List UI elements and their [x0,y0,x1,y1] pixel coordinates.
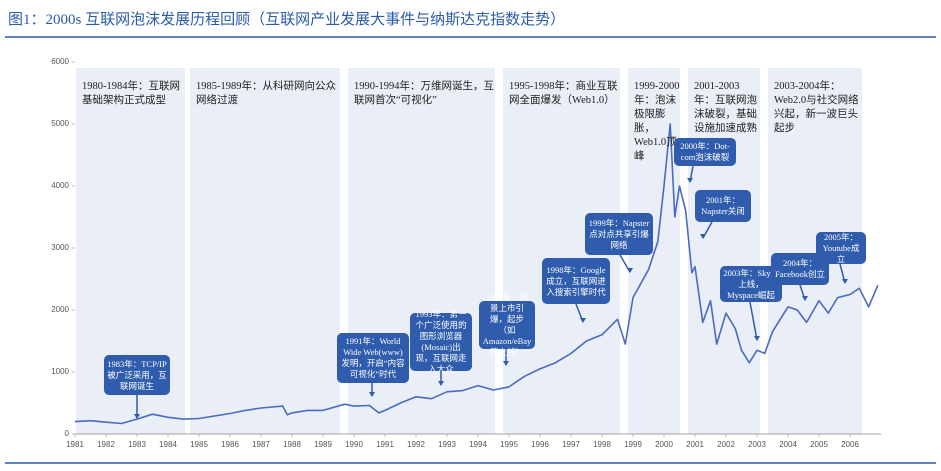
x-tick-label: 2005 [810,440,828,449]
x-tick-label: 2004 [779,440,797,449]
x-tick-label: 2002 [717,440,735,449]
era-band [688,68,760,434]
x-tick-label: 1999 [624,440,642,449]
y-tick-label: 4000 [51,181,69,190]
era-label: 1980-1984年：互联网基础架构正式成型 [82,81,180,106]
x-tick-label: 1995 [500,440,518,449]
x-tick-label: 2003 [748,440,766,449]
callout-arrowhead [580,318,586,323]
y-tick-label: 3000 [51,243,69,252]
x-tick-label: 1994 [469,440,487,449]
x-tick-label: 1984 [159,440,177,449]
callout-arrowhead [802,296,808,301]
era-label: 1990-1994年：万维网诞生，互联网首次“可视化” [354,81,494,106]
callout: 1983年：TCP/IP被广泛采用，互联网诞生 [104,355,170,395]
callout-arrowhead [438,381,444,386]
chart-title: 图1：2000s 互联网泡沫发展历程回顾（互联网产业发展大事件与纳斯达克指数走势… [8,12,566,28]
era-band [190,68,340,434]
callout-arrowhead [369,392,375,397]
callout-arrowhead [503,361,509,366]
callout: 1993年：第一个广泛使用的图形浏览器(Mosaic)出现，互联网走入大众 [410,309,472,374]
era-label: 2001-2003年：互联网泡沫破裂，基础设施加速成熟 [694,81,757,134]
line-series [74,123,879,425]
callout: 1999年：Napster点对点共享引爆网络 [585,213,653,255]
era-label: 1985-1989年：从科研网向公众网络过渡 [196,81,336,106]
x-tick-label: 1989 [314,440,332,449]
x-tick-label: 1987 [252,440,270,449]
x-tick-label: 1985 [190,440,208,449]
era-label: 1999-2000年：泡沫极限膨胀，Web1.0顶峰 [634,81,680,162]
x-tick-label: 1993 [438,440,456,449]
callout: 1991年：World Wide Web(www)发明，开启“内容可视化”时代 [337,333,409,383]
y-tick-label: 2000 [51,305,69,314]
callout: 1998年：Google成立，互联网进入搜索引擎时代 [542,258,610,304]
callout-arrowhead [687,178,693,183]
x-tick-label: 1982 [97,440,115,449]
callout-arrowhead [842,279,848,284]
callout-arrowhead [700,234,706,239]
x-tick-label: 1992 [407,440,425,449]
x-tick-label: 1981 [66,440,84,449]
x-tick-label: 1991 [376,440,394,449]
era-label: 1995-1998年：商业互联网全面爆发（Web1.0） [509,81,618,106]
callout-arrowhead [627,268,633,273]
x-tick-label: 2000 [655,440,673,449]
x-tick-label: 1988 [283,440,301,449]
x-tick-label: 1996 [531,440,549,449]
callout: 2001年：Napster关闭 [695,190,751,222]
x-tick-label: 2001 [686,440,704,449]
era-label: 2003-2004年：Web2.0与社交网络兴起，新一波巨头起步 [774,81,859,134]
callout-arrowhead [754,336,760,341]
callout: 1995年：网景上市引爆，起步（如Amazon/eBay等上线） [479,292,535,357]
x-tick-label: 2006 [841,440,859,449]
y-tick-label: 1000 [51,367,69,376]
callout: 2005年：Youtube成立 [816,232,866,264]
x-tick-label: 1997 [562,440,580,449]
callout-arrowhead [134,414,140,419]
x-tick-label: 1990 [345,440,363,449]
x-tick-label: 1986 [221,440,239,449]
y-tick-label: 5000 [51,119,69,128]
y-tick-label: 6000 [51,57,69,66]
x-tick-label: 1983 [128,440,146,449]
x-tick-label: 1998 [593,440,611,449]
callout-arrow [749,301,758,341]
y-tick-label: 0 [65,429,70,438]
callout: 2000年：Dot-com泡沫破裂 [674,138,736,166]
